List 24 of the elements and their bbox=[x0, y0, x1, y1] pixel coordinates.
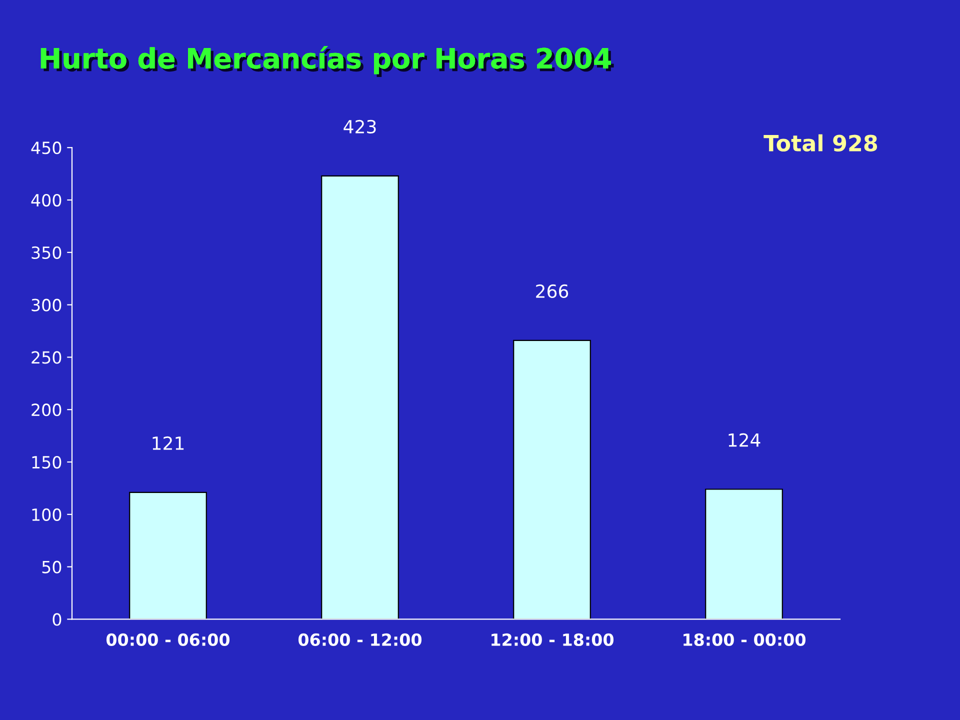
x-tick-label: 06:00 - 12:00 bbox=[298, 633, 422, 646]
x-tick-label: 12:00 - 18:00 bbox=[492, 633, 614, 646]
bar bbox=[705, 488, 783, 620]
data-label: 124 bbox=[728, 433, 760, 447]
x-tick-label: 00:00 - 06:00 bbox=[106, 633, 230, 646]
y-tick-label: 100 bbox=[32, 508, 62, 521]
annotation: Total 928 bbox=[764, 134, 878, 152]
y-tick-label: 0 bbox=[52, 613, 62, 626]
x-tick-label: 18:00 - 00:00 bbox=[684, 633, 806, 646]
y-tick-label: 300 bbox=[32, 298, 62, 312]
data-label: 266 bbox=[536, 284, 568, 298]
y-tick-label: 450 bbox=[31, 142, 62, 154]
y-tick-label: 50 bbox=[42, 560, 62, 574]
bar bbox=[513, 340, 591, 620]
bar bbox=[321, 175, 399, 620]
y-tick-label: 400 bbox=[31, 194, 62, 207]
y-tick-label: 200 bbox=[32, 404, 62, 416]
data-label: 121 bbox=[152, 436, 184, 450]
y-tick-label: 350 bbox=[32, 246, 62, 259]
chart-title: Hurto de Mercancías por Horas 2004 bbox=[40, 46, 614, 77]
data-label: 423 bbox=[344, 120, 376, 134]
bar bbox=[129, 492, 207, 620]
y-tick-label: 150 bbox=[32, 456, 62, 469]
y-tick-label: 250 bbox=[32, 351, 62, 364]
